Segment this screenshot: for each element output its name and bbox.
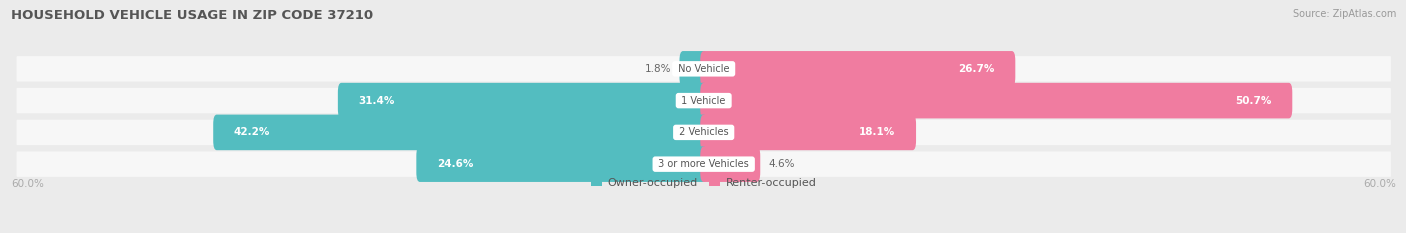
Text: 60.0%: 60.0%	[1364, 179, 1396, 189]
Text: 26.7%: 26.7%	[957, 64, 994, 74]
Text: 18.1%: 18.1%	[859, 127, 896, 137]
FancyBboxPatch shape	[679, 51, 707, 87]
FancyBboxPatch shape	[17, 151, 1391, 177]
Text: 50.7%: 50.7%	[1234, 96, 1271, 106]
Text: 60.0%: 60.0%	[11, 179, 44, 189]
FancyBboxPatch shape	[17, 88, 1391, 113]
FancyBboxPatch shape	[416, 146, 707, 182]
Text: Source: ZipAtlas.com: Source: ZipAtlas.com	[1292, 9, 1396, 19]
FancyBboxPatch shape	[700, 115, 917, 150]
Text: 31.4%: 31.4%	[359, 96, 395, 106]
Text: 1.8%: 1.8%	[645, 64, 672, 74]
FancyBboxPatch shape	[17, 120, 1391, 145]
FancyBboxPatch shape	[17, 56, 1391, 82]
Text: No Vehicle: No Vehicle	[675, 64, 733, 74]
FancyBboxPatch shape	[214, 115, 707, 150]
Text: HOUSEHOLD VEHICLE USAGE IN ZIP CODE 37210: HOUSEHOLD VEHICLE USAGE IN ZIP CODE 3721…	[11, 9, 374, 22]
Text: 1 Vehicle: 1 Vehicle	[679, 96, 728, 106]
FancyBboxPatch shape	[700, 146, 761, 182]
Text: 2 Vehicles: 2 Vehicles	[676, 127, 731, 137]
Text: 4.6%: 4.6%	[768, 159, 794, 169]
Legend: Owner-occupied, Renter-occupied: Owner-occupied, Renter-occupied	[586, 173, 821, 192]
Text: 3 or more Vehicles: 3 or more Vehicles	[655, 159, 752, 169]
Text: 42.2%: 42.2%	[233, 127, 270, 137]
FancyBboxPatch shape	[337, 83, 707, 118]
FancyBboxPatch shape	[700, 51, 1015, 87]
FancyBboxPatch shape	[700, 83, 1292, 118]
Text: 24.6%: 24.6%	[437, 159, 474, 169]
